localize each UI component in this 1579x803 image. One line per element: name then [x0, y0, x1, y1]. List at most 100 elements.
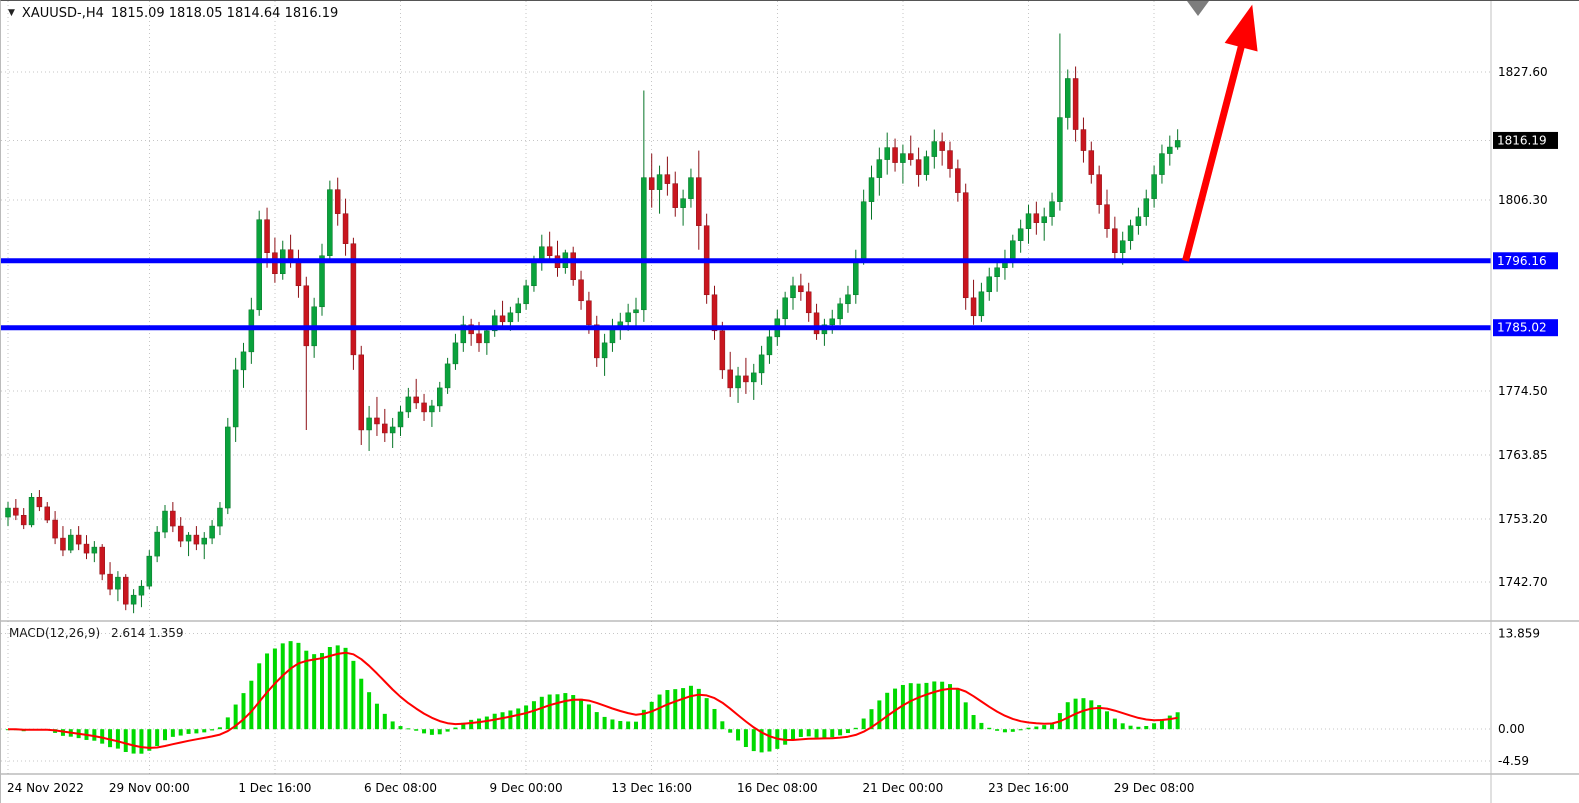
candle: [1088, 141, 1095, 184]
macd-histogram-bar: [555, 694, 560, 730]
candle: [405, 387, 412, 418]
candle: [1174, 129, 1181, 150]
candle: [986, 267, 992, 301]
time-axis-label: 6 Dec 08:00: [364, 781, 437, 795]
time-axis-label: 23 Dec 16:00: [988, 781, 1069, 795]
candle: [162, 505, 168, 539]
macd-histogram-bar: [312, 654, 317, 730]
macd-histogram-bar: [139, 729, 144, 754]
time-axis-label: 1 Dec 16:00: [238, 781, 311, 795]
macd-histogram-bar: [406, 728, 411, 730]
macd-histogram-bar: [1081, 698, 1086, 730]
macd-histogram-bar: [1050, 722, 1055, 730]
macd-histogram-bar: [924, 682, 929, 730]
candle: [601, 333, 608, 376]
candle: [44, 502, 50, 524]
time-axis-label: 9 Dec 00:00: [490, 781, 563, 795]
candle: [523, 279, 529, 310]
candle: [177, 517, 184, 548]
candle: [138, 580, 145, 608]
candle: [248, 297, 255, 364]
time-axis-label: 16 Dec 08:00: [737, 781, 818, 795]
macd-histogram-bar: [845, 729, 850, 734]
macd-histogram-bar: [115, 729, 120, 749]
macd-axis-label: 13.859: [1498, 627, 1540, 641]
candle: [1017, 219, 1024, 253]
macd-histogram-bar: [1034, 726, 1039, 730]
macd-histogram-bar: [539, 696, 544, 730]
macd-histogram-bar: [1002, 729, 1007, 733]
candle: [664, 156, 671, 196]
candle: [578, 270, 584, 310]
time-axis-label: 13 Dec 16:00: [611, 781, 692, 795]
candle: [60, 526, 66, 557]
macd-histogram-bar: [1105, 711, 1109, 730]
macd-histogram-bar: [524, 705, 529, 730]
macd-histogram-bar: [1144, 726, 1149, 730]
macd-histogram-bar: [665, 690, 670, 730]
candle: [154, 526, 160, 563]
trend-arrow[interactable]: [1182, 4, 1258, 262]
hline-price-label: 1785.02: [1497, 321, 1547, 335]
macd-histogram-bar: [1010, 729, 1015, 732]
candle: [868, 165, 875, 220]
candle: [931, 129, 938, 169]
time-axis-label: 21 Dec 00:00: [863, 781, 944, 795]
macd-histogram-bar: [531, 701, 536, 730]
macd-histogram-bar: [759, 729, 764, 753]
candle: [845, 285, 851, 313]
time-axis[interactable]: [1, 775, 1579, 803]
symbol-dropdown-icon[interactable]: ▼: [8, 8, 15, 18]
candle: [334, 177, 341, 226]
current-price-label: 1816.19: [1497, 133, 1547, 147]
candle: [570, 246, 576, 286]
macd-histogram-bar: [217, 727, 222, 730]
hline-price-tag: 1796.16: [1493, 252, 1558, 270]
candle: [264, 207, 270, 268]
candle: [758, 345, 765, 385]
price-axis[interactable]: [1492, 1, 1579, 774]
candle: [193, 526, 200, 551]
hline-price-tag: 1785.02: [1493, 319, 1558, 337]
macd-histogram-bar: [720, 721, 725, 730]
candle: [232, 357, 239, 442]
candle: [437, 381, 443, 412]
candle: [75, 526, 82, 551]
macd-histogram-bar: [500, 712, 505, 730]
macd-histogram-bar: [367, 692, 372, 730]
candle: [366, 405, 372, 451]
candle: [99, 544, 105, 581]
macd-histogram-bar: [594, 712, 599, 730]
macd-histogram-bar: [429, 729, 434, 735]
candle: [382, 408, 388, 442]
candle: [743, 357, 749, 394]
macd-histogram-bar: [484, 716, 489, 730]
candle: [123, 574, 129, 611]
candle: [751, 363, 757, 400]
candle: [217, 502, 223, 536]
candle: [955, 159, 961, 202]
macd-histogram-bar: [767, 729, 772, 752]
candle: [711, 285, 718, 340]
candle: [884, 132, 890, 175]
macd-histogram-bar: [657, 694, 662, 730]
time-axis-label: 29 Nov 00:00: [109, 781, 190, 795]
macd-histogram-bar: [108, 729, 113, 748]
candle: [1057, 33, 1063, 211]
candle: [28, 493, 35, 528]
candle: [1065, 69, 1071, 130]
macd-histogram-bar: [853, 727, 858, 730]
macd-histogram-bar: [1042, 725, 1047, 730]
hline-price-label: 1796.16: [1497, 254, 1547, 268]
candle: [107, 562, 113, 596]
candle: [1049, 192, 1055, 226]
macd-histogram-bar: [210, 729, 215, 731]
candle: [680, 189, 686, 226]
macd-histogram-bar: [798, 729, 803, 737]
macd-histogram-bar: [194, 729, 199, 734]
macd-histogram-bar: [783, 729, 788, 745]
macd-histogram-bar: [751, 729, 756, 752]
macd-histogram-bar: [508, 710, 513, 730]
